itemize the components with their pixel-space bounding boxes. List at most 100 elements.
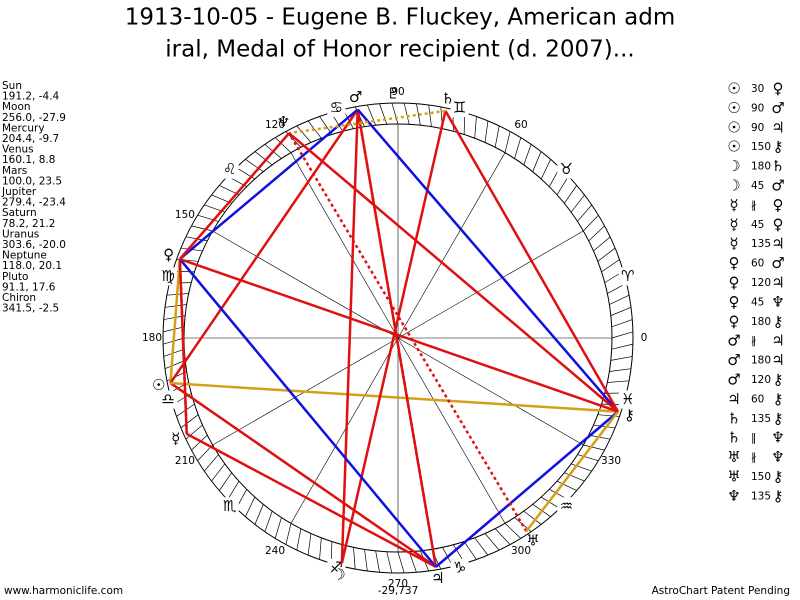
ring-hatch	[611, 331, 634, 339]
zodiac-bg	[220, 160, 239, 179]
ring-hatch	[474, 116, 477, 139]
aspect-type: 180	[751, 355, 771, 367]
ring-hatch	[556, 176, 569, 195]
ring-hatch	[180, 414, 199, 429]
planet-position: 204.4, -9.7	[2, 133, 59, 145]
degree-label: 240	[265, 545, 285, 557]
ring-hatch	[254, 504, 264, 525]
aspect-type: 150	[751, 471, 771, 483]
aspect-type: 90	[751, 122, 764, 134]
aspect-planet: ♂	[771, 177, 784, 195]
aspect-planet: ♀	[773, 196, 784, 214]
ring-hatch	[254, 151, 273, 166]
ring-hatch	[583, 444, 605, 451]
aspect-line	[525, 410, 620, 532]
aspect-line	[179, 257, 619, 413]
ring-hatch	[588, 225, 605, 242]
ring-hatch	[583, 214, 599, 232]
zodiac-bg	[159, 390, 178, 409]
aspect-type: 45	[751, 219, 764, 231]
zodiac-sign: ♋	[330, 99, 343, 117]
aspect-type: 45	[751, 296, 764, 308]
planet-name: Pluto	[2, 271, 28, 283]
ring-hatch	[494, 528, 511, 545]
aspect-type: 135	[751, 413, 771, 425]
zodiac-sign: ♌	[223, 160, 236, 178]
ring-hatch	[611, 319, 633, 328]
aspect-type: 135	[751, 238, 771, 250]
zodiac-sign: ♑	[453, 558, 466, 576]
aspect-type: 30	[751, 83, 764, 95]
ring-hatch	[577, 454, 599, 462]
ring-hatch	[556, 480, 577, 491]
aspect-planet: ♂	[771, 99, 784, 117]
aspect-line	[178, 258, 437, 568]
zodiac-bg	[327, 558, 346, 577]
ring-hatch	[601, 259, 620, 273]
aspect-type: 60	[751, 393, 764, 405]
aspect-line	[178, 132, 291, 260]
zodiac-bg	[557, 160, 576, 179]
aspect-line	[356, 108, 619, 413]
aspect-planet: ☿	[729, 196, 738, 214]
ring-hatch	[593, 236, 611, 252]
ring-hatch	[564, 185, 577, 204]
footer-left: www.harmoniclife.com	[4, 585, 123, 597]
ring-hatch	[296, 125, 312, 143]
aspect-planet: ☽	[727, 177, 740, 195]
aspect-type: 135	[751, 490, 771, 502]
zodiac-bg	[220, 497, 239, 516]
zodiac-bg	[618, 267, 637, 286]
outer-ring	[162, 102, 634, 574]
planet-position: 100.0, 23.5	[2, 175, 62, 187]
ring-hatch	[227, 481, 240, 500]
ring-hatch	[191, 434, 208, 451]
aspect-type: 45	[751, 180, 764, 192]
aspect-line	[356, 109, 438, 568]
aspect-planet: ♀	[729, 293, 740, 311]
aspect-type: 180	[751, 161, 771, 173]
ring-hatch	[523, 144, 532, 165]
ring-hatch	[274, 137, 292, 153]
ring-hatch	[532, 151, 542, 172]
aspect-type: ∦	[751, 335, 756, 347]
planet-name: Jupiter	[1, 186, 37, 198]
planet-name: Uranus	[2, 228, 39, 240]
planet-position: 256.0, -27.9	[2, 112, 66, 124]
aspect-planet: ⚷	[773, 138, 784, 156]
degree-label: 300	[511, 545, 531, 557]
ring-hatch	[541, 496, 560, 509]
aspect-planet: ♃	[727, 390, 740, 408]
zodiac-sign: ♍	[161, 267, 174, 285]
aspect-type: 150	[751, 141, 771, 153]
ring-hatch	[185, 424, 203, 440]
aspect-planet: ♂	[727, 371, 740, 389]
aspect-planet: ♆	[771, 429, 784, 447]
zodiac-bg	[618, 390, 637, 409]
aspect-line	[179, 108, 359, 260]
ring-hatch	[540, 159, 551, 180]
degree-label: 0	[641, 332, 648, 344]
degree-label: 210	[175, 455, 195, 467]
ring-hatch	[428, 104, 432, 127]
ring-hatch	[191, 225, 213, 232]
planet-name: Neptune	[2, 250, 47, 262]
zodiac-sign: ♈	[621, 267, 634, 285]
planet-position: 303.6, -20.0	[2, 239, 66, 251]
aspect-planet: ♀	[729, 254, 740, 272]
planet-glyph: ♀	[163, 245, 174, 263]
wheel-note: -29,737	[378, 585, 419, 597]
aspect-planet: ⚷	[773, 468, 784, 486]
zodiac-sign: ♉	[560, 160, 573, 178]
ring-hatch	[610, 307, 632, 316]
aspect-line	[288, 132, 528, 532]
ring-hatch	[571, 463, 592, 472]
ring-hatch	[353, 547, 356, 570]
aspect-line	[178, 258, 188, 434]
zodiac-bg	[450, 558, 469, 577]
ring-hatch	[164, 360, 186, 369]
aspect-line	[170, 381, 619, 413]
aspect-type: 180	[751, 316, 771, 328]
planet-glyph: ⚷	[624, 406, 635, 424]
